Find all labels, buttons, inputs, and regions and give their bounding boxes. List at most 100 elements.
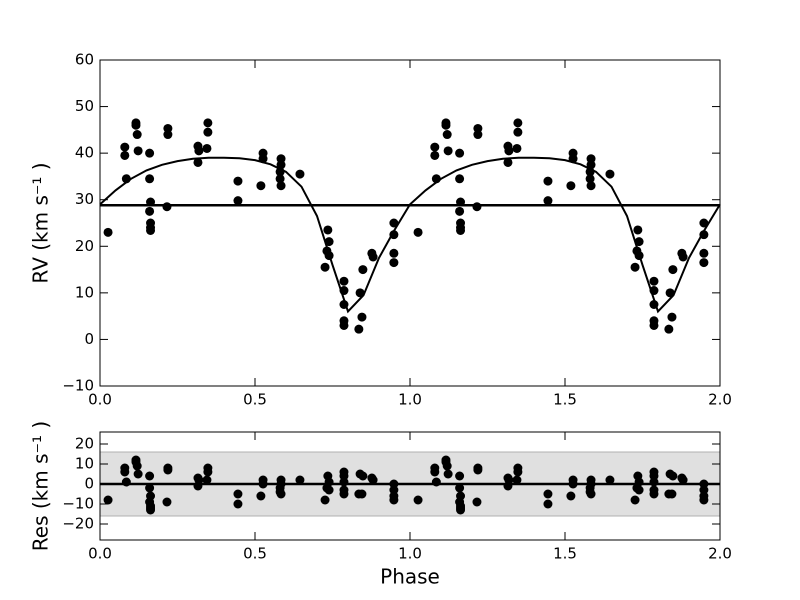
data-point [193,157,203,167]
data-point [678,252,688,262]
data-point [430,142,440,152]
data-point [513,127,523,137]
data-point [543,499,553,509]
data-point [664,489,674,499]
data-point [443,469,453,479]
data-point [145,148,155,158]
data-point [504,146,514,156]
data-point [276,181,286,191]
data-point [295,475,305,485]
data-point [513,467,523,477]
data-point [203,127,213,137]
data-point [586,181,596,191]
data-point [442,461,452,471]
y-axis-label: Res (km s⁻¹ ) [29,421,53,551]
y-tick-label: 0 [84,475,94,493]
data-point [358,265,368,275]
y-tick-label: 40 [75,144,94,162]
data-point [668,265,678,275]
x-tick-label: 1.0 [398,391,422,409]
x-tick-label: 0.0 [88,391,112,409]
data-point [413,495,423,505]
data-point [586,489,596,499]
x-tick-label: 0.5 [243,545,267,563]
plot-frame [99,59,721,387]
data-point [146,505,156,515]
y-tick-label: −10 [62,495,94,513]
data-point [146,225,156,235]
data-point [354,324,364,334]
y-tick-label: −10 [62,377,94,395]
data-point [543,489,553,499]
data-point [456,197,466,207]
data-point [649,320,659,330]
data-point [323,225,333,235]
x-tick-label: 0.5 [243,391,267,409]
y-tick-label: −20 [62,515,94,533]
data-point [630,495,640,505]
data-point [430,150,440,160]
data-point [456,505,466,515]
data-point [103,495,113,505]
data-point [194,146,204,156]
data-point [605,475,615,485]
data-point [442,130,452,140]
data-point [145,471,155,481]
data-point [389,248,399,258]
data-point [503,481,513,491]
data-point [664,324,674,334]
data-point [668,471,678,481]
data-point [586,160,596,170]
data-point [320,262,330,272]
data-point [605,169,615,179]
data-point [512,475,522,485]
x-tick-label: 2.0 [708,391,732,409]
data-point [145,174,155,184]
data-point [455,206,465,216]
data-point [339,320,349,330]
data-point [455,483,465,493]
x-tick-label: 2.0 [708,545,732,563]
data-point [358,471,368,481]
data-point [472,202,482,212]
data-point [512,143,522,153]
x-tick-label: 1.0 [398,545,422,563]
data-point [163,130,173,140]
data-point [513,118,523,128]
data-point [630,262,640,272]
data-point [295,169,305,179]
data-point [456,225,466,235]
y-axis-label: RV (km s⁻¹ ) [29,162,53,283]
data-point [146,197,156,207]
data-point [133,146,143,156]
data-point [354,489,364,499]
data-point [193,481,203,491]
x-tick-label: 1.5 [553,391,577,409]
data-point [455,174,465,184]
data-point [163,465,173,475]
model-curve [99,156,721,314]
data-point [103,227,113,237]
x-axis-label: Phase [380,565,440,589]
data-point [633,225,643,235]
data-point [276,489,286,499]
data-point [503,157,513,167]
data-point [649,276,659,286]
data-point [256,181,266,191]
y-tick-label: 10 [75,455,94,473]
data-point [120,150,130,160]
data-point [258,479,268,489]
data-point [543,176,553,186]
data-point [455,148,465,158]
data-point [120,467,130,477]
data-point [162,202,172,212]
data-point [233,196,243,206]
y-tick-label: 60 [75,51,94,69]
data-point [431,477,441,487]
data-point [566,181,576,191]
y-tick-label: 0 [84,330,94,348]
data-point [233,489,243,499]
data-point [699,495,709,505]
data-point [202,143,212,153]
data-point [473,465,483,475]
